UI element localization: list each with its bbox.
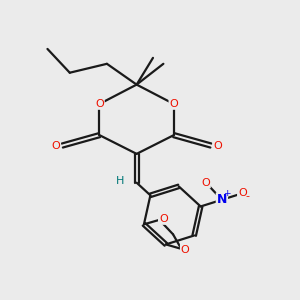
- Text: H: H: [116, 176, 124, 186]
- Text: O: O: [95, 99, 104, 109]
- Text: O: O: [201, 178, 210, 188]
- Text: O: O: [51, 140, 60, 151]
- Text: O: O: [213, 140, 222, 151]
- Text: O: O: [238, 188, 247, 198]
- Text: O: O: [169, 99, 178, 109]
- Text: +: +: [224, 189, 231, 198]
- Text: -: -: [246, 191, 250, 201]
- Text: O: O: [181, 245, 190, 255]
- Text: O: O: [159, 214, 168, 224]
- Text: N: N: [217, 193, 227, 206]
